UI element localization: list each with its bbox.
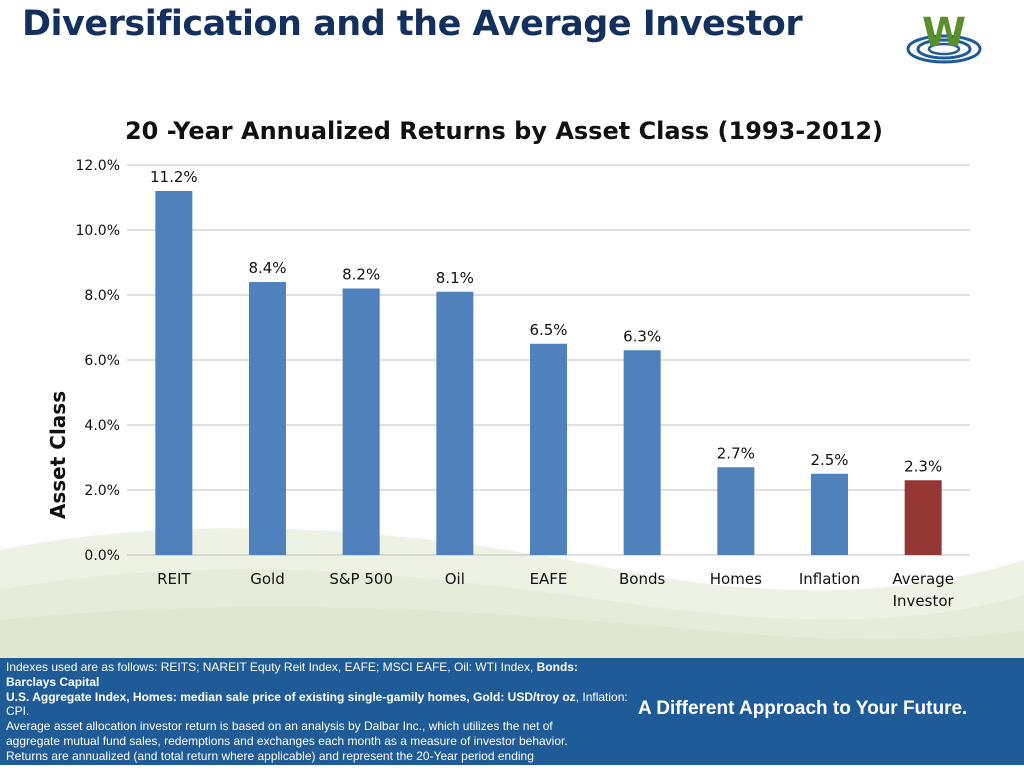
footer-note-text: aggregate mutual fund sales, redemptions… [6,733,568,748]
data-label: 2.3% [904,457,942,475]
bar [530,343,567,555]
y-tick-label: 10.0% [76,223,120,239]
y-tick-label: 6.0% [84,353,120,369]
x-tick-label: Homes [710,570,762,588]
bar [811,473,848,555]
footer-note-text: Returns are annualized (and total return… [6,748,534,763]
data-label: 2.5% [810,451,848,469]
x-tick-label: Inflation [799,570,860,588]
x-tick-label: S&P 500 [329,570,393,588]
logo-icon: W [906,10,982,64]
x-tick-label: REIT [157,570,191,588]
bar [904,480,942,555]
bar [623,350,661,555]
x-tick-label: Investor [893,592,955,610]
data-label: 8.2% [342,266,380,284]
bar [717,467,755,555]
x-axis-labels: REIT Gold S&P 500 Oil EAFE Bonds Homes Inflatio… [157,570,954,610]
footer-note-text: Bonds: Barclays Capital [6,660,578,689]
data-label: 6.5% [529,321,567,339]
bar [249,282,286,555]
data-label: 8.1% [436,269,474,287]
footer-note-line: U.S. Aggregate Index, Homes: median sale… [6,690,631,720]
footer-note-line: 12/31/12 to match Dalbar’s most recent a… [6,764,631,778]
footer-note-line: aggregate mutual fund sales, redemptions… [6,734,631,749]
logo-letter: W [922,10,966,56]
x-tick-label: Gold [250,570,285,588]
bar [342,288,380,555]
data-label: 8.4% [248,259,286,277]
tagline: A Different Approach to Your Future. [638,698,968,719]
y-tick-label: 0.0% [84,548,120,564]
x-tick-label: Average [892,570,954,588]
y-axis-ticks: 0.0% 2.0% 4.0% 6.0% 8.0% 10.0% 12.0% [76,158,120,564]
data-label: 11.2% [150,168,198,186]
footer-note-text: Average asset allocation investor return… [6,719,553,734]
bar [155,191,193,555]
footer-note-text: 12/31/12 to match Dalbar’s most recent a… [6,763,266,778]
y-tick-label: 2.0% [84,483,120,499]
footer-notes: Indexes used are as follows: REITS; NARE… [6,660,631,778]
bar [436,291,474,555]
x-tick-label: EAFE [530,570,568,588]
bar-chart: 20 -Year Annualized Returns by Asset Cla… [46,117,970,610]
y-axis-title: Asset Class [46,391,70,519]
footer-note-line: Average asset allocation investor return… [6,719,631,734]
x-tick-label: Bonds [619,570,665,588]
footer-note-text: Indexes used are as follows: REITS; NARE… [6,660,537,674]
x-tick-label: Oil [445,570,465,588]
bars [155,191,942,555]
footer-note-line: Returns are annualized (and total return… [6,749,631,764]
y-tick-label: 12.0% [76,158,120,174]
y-tick-label: 4.0% [84,418,120,434]
chart-title: 20 -Year Annualized Returns by Asset Cla… [125,117,883,145]
data-label: 2.7% [717,444,755,462]
y-tick-label: 8.0% [84,288,120,304]
footer-note-text: U.S. Aggregate Index, Homes: median sale… [6,689,576,704]
footer-note-line: Indexes used are as follows: REITS; NARE… [6,660,631,690]
data-labels: 11.2% 8.4% 8.2% 8.1% 6.5% 6.3% 2.7% 2.5% 2.3% [150,168,942,475]
slide-title: Diversification and the Average Investor [22,4,803,44]
footer-note-text: , Inflation: CPI. [6,689,628,719]
data-label: 6.3% [623,327,661,345]
footer-banner: Indexes used are as follows: REITS; NARE… [0,658,1024,778]
background-hills [0,528,1024,660]
